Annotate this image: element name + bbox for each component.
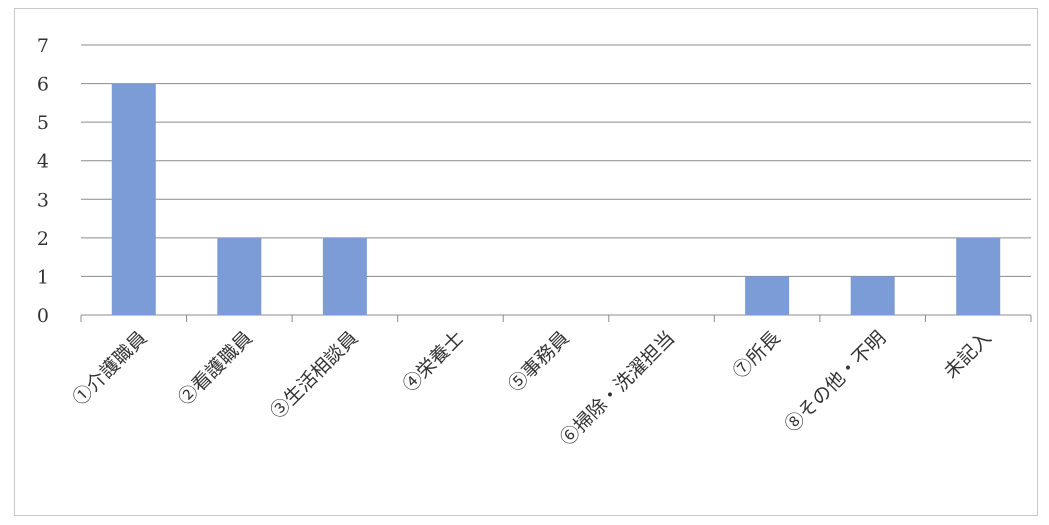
bars bbox=[111, 83, 1001, 315]
chart-frame: 0 1 2 3 4 5 6 7 ①介護職員 ②看護職員 ③生活相談員 ④栄養士 ⑤事務員 ⑥掃除・洗濯担… bbox=[14, 8, 1038, 516]
bar bbox=[217, 237, 262, 315]
x-category-label: ⑧その他・不明 bbox=[781, 327, 891, 437]
x-category-label: ⑥掃除・洗濯担当 bbox=[556, 327, 679, 450]
x-category-label: ②看護職員 bbox=[174, 327, 257, 410]
y-tick-label: 6 bbox=[37, 74, 49, 96]
x-category-label: ③生活相談員 bbox=[266, 327, 362, 423]
y-tick-label: 0 bbox=[37, 305, 49, 327]
y-tick-label: 2 bbox=[37, 228, 49, 250]
bar bbox=[956, 237, 1001, 315]
y-tick-label: 7 bbox=[37, 35, 49, 57]
y-tick-label: 4 bbox=[37, 151, 49, 173]
y-axis-tick-labels: 0 1 2 3 4 5 6 7 bbox=[37, 35, 49, 327]
x-category-label: 未記入 bbox=[940, 327, 996, 383]
bar bbox=[850, 276, 895, 315]
y-tick-label: 3 bbox=[37, 189, 49, 211]
bar bbox=[745, 276, 790, 315]
y-tick-label: 5 bbox=[37, 112, 49, 134]
y-tick-label: 1 bbox=[37, 266, 49, 288]
bar bbox=[322, 237, 367, 315]
x-category-label: ⑦所長 bbox=[729, 327, 785, 383]
x-category-label: ①介護職員 bbox=[69, 327, 152, 410]
bar bbox=[111, 83, 156, 315]
x-category-label: ④栄養士 bbox=[399, 327, 468, 396]
x-category-label: ⑤事務員 bbox=[504, 327, 573, 396]
x-axis-tick-marks bbox=[80, 315, 1032, 322]
